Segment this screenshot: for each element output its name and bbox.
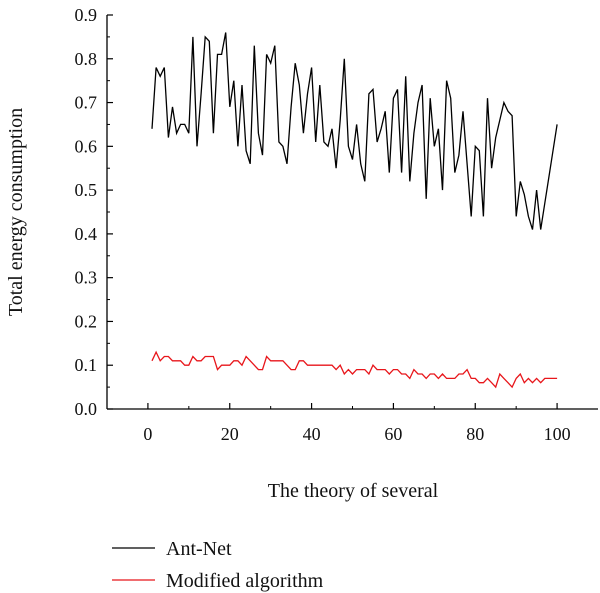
x-tick-label: 80 — [466, 424, 484, 444]
series-layer — [151, 32, 558, 389]
y-tick-label: 0.8 — [75, 49, 98, 69]
axes: 0.0 0.1 0.2 0.3 0.4 0.5 0.6 0.7 0.8 0.9 0 20 40 60 80 1… — [75, 5, 598, 444]
y-axis-title: Total energy consumption — [5, 108, 27, 316]
x-tick-label: 0 — [143, 424, 152, 444]
legend-label: Modified algorithm — [166, 570, 324, 592]
series-line-modified-algorithm — [151, 350, 558, 389]
y-tick-label: 0.7 — [75, 93, 98, 113]
y-tick-label: 0.4 — [75, 224, 98, 244]
legend-label: Ant-Net — [166, 538, 232, 560]
y-tick-label: 0.1 — [75, 355, 98, 375]
y-tick-label: 0.9 — [75, 5, 98, 25]
x-tick-label: 40 — [303, 424, 321, 444]
series-line-ant-net — [151, 32, 558, 230]
x-axis-title: The theory of several — [268, 480, 439, 502]
x-tick-label: 60 — [384, 424, 402, 444]
x-tick-label: 100 — [544, 424, 571, 444]
y-tick-label: 0.6 — [75, 136, 98, 156]
y-tick-label: 0.2 — [75, 311, 98, 331]
y-tick-label: 0.0 — [75, 399, 98, 419]
x-tick-label: 20 — [221, 424, 239, 444]
y-tick-label: 0.5 — [75, 180, 98, 200]
legend: Ant-Net Modified algorithm — [112, 538, 324, 592]
y-tick-label: 0.3 — [75, 268, 98, 288]
